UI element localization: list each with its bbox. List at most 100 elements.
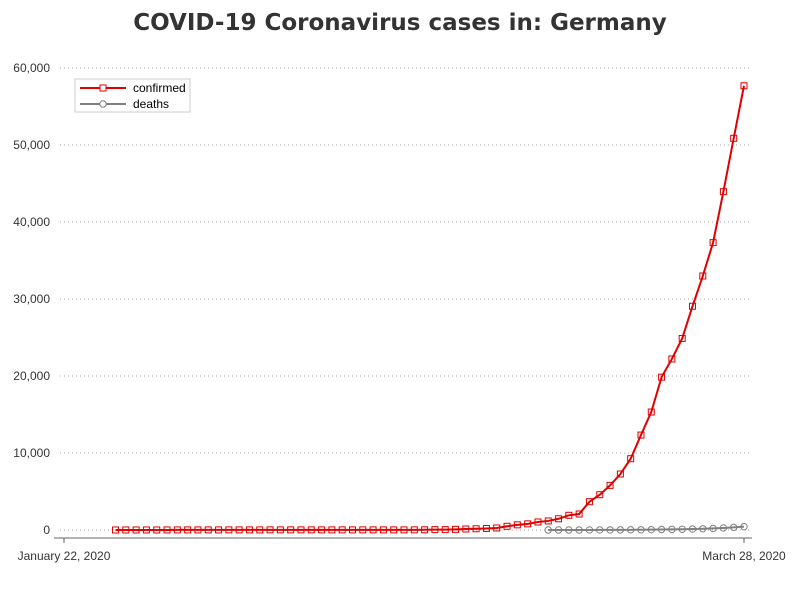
- data-point-confirmed: [348, 526, 356, 534]
- data-point-confirmed: [369, 526, 377, 534]
- x-tick-label: March 28, 2020: [702, 549, 786, 563]
- data-point-deaths: [647, 525, 655, 534]
- data-point-deaths: [554, 526, 563, 534]
- data-point-confirmed: [585, 498, 593, 506]
- series-line-confirmed: [115, 85, 745, 531]
- data-point-deaths: [565, 526, 573, 534]
- data-point-deaths: [657, 525, 666, 534]
- data-point-confirmed: [503, 522, 511, 530]
- data-point-confirmed: [719, 188, 727, 196]
- data-point-confirmed: [678, 334, 686, 342]
- data-point-deaths: [637, 526, 645, 534]
- data-point-deaths: [709, 524, 717, 533]
- data-point-confirmed: [142, 526, 150, 534]
- chart-title: COVID-19 Coronavirus cases in: Germany: [133, 10, 667, 36]
- data-point-confirmed: [276, 526, 284, 534]
- data-point-confirmed: [421, 526, 429, 534]
- data-point-confirmed: [318, 526, 326, 534]
- data-point-confirmed: [740, 82, 748, 90]
- data-point-confirmed: [482, 524, 490, 532]
- legend-box: [74, 78, 191, 113]
- y-tick-label: 20,000: [13, 369, 50, 383]
- data-point-confirmed: [699, 272, 707, 280]
- data-point-confirmed: [452, 525, 460, 533]
- data-point-confirmed: [163, 526, 171, 534]
- data-point-confirmed: [328, 526, 336, 534]
- data-point-deaths: [596, 526, 604, 534]
- data-point-confirmed: [616, 470, 624, 478]
- data-point-confirmed: [359, 526, 367, 534]
- legend-label-deaths: deaths: [133, 97, 169, 111]
- data-point-confirmed: [307, 526, 315, 534]
- data-point-confirmed: [524, 520, 532, 528]
- data-point-confirmed: [400, 526, 408, 534]
- data-point-confirmed: [390, 526, 398, 534]
- data-point-confirmed: [287, 526, 295, 534]
- data-point-deaths: [688, 525, 697, 533]
- data-point-deaths: [699, 525, 707, 533]
- series-line-deaths: [548, 525, 745, 531]
- data-point-deaths: [668, 525, 676, 534]
- data-point-confirmed: [637, 431, 645, 439]
- data-point-deaths: [729, 523, 738, 532]
- data-point-confirmed: [194, 526, 202, 534]
- legend-marker-confirmed: [99, 84, 107, 92]
- data-point-confirmed: [596, 491, 604, 499]
- y-tick-label: 10,000: [13, 446, 50, 460]
- data-point-confirmed: [441, 526, 449, 534]
- data-point-confirmed: [245, 526, 253, 534]
- data-point-confirmed: [534, 518, 542, 526]
- data-point-confirmed: [410, 526, 418, 534]
- data-point-confirmed: [730, 134, 738, 142]
- data-point-confirmed: [606, 481, 614, 489]
- data-point-confirmed: [565, 511, 573, 519]
- data-point-confirmed: [493, 524, 501, 532]
- data-point-confirmed: [668, 355, 676, 363]
- data-point-confirmed: [709, 239, 717, 247]
- y-tick-label: 40,000: [13, 215, 50, 229]
- data-point-confirmed: [647, 408, 655, 416]
- data-point-confirmed: [627, 455, 635, 463]
- data-point-deaths: [616, 526, 625, 534]
- data-point-confirmed: [688, 302, 696, 310]
- data-point-confirmed: [472, 525, 480, 533]
- y-tick-label: 60,000: [13, 61, 50, 75]
- data-point-deaths: [678, 525, 686, 533]
- data-point-confirmed: [225, 526, 233, 534]
- y-tick-label: 50,000: [13, 138, 50, 152]
- data-point-confirmed: [235, 526, 243, 534]
- data-point-confirmed: [338, 526, 346, 534]
- y-tick-label: 30,000: [13, 292, 50, 306]
- data-point-deaths: [740, 522, 748, 531]
- data-point-confirmed: [112, 526, 120, 534]
- data-point-confirmed: [297, 526, 305, 534]
- y-tick-label: 0: [43, 523, 50, 537]
- data-point-confirmed: [462, 525, 470, 533]
- data-point-deaths: [585, 526, 594, 534]
- legend-label-confirmed: confirmed: [133, 81, 186, 95]
- data-point-deaths: [544, 526, 552, 534]
- data-point-confirmed: [122, 526, 130, 534]
- x-tick-label: January 22, 2020: [18, 549, 111, 563]
- data-point-confirmed: [658, 373, 666, 381]
- data-point-confirmed: [204, 526, 212, 534]
- data-point-confirmed: [266, 526, 274, 534]
- legend-marker-deaths: [99, 100, 107, 108]
- data-point-confirmed: [215, 526, 223, 534]
- data-point-confirmed: [555, 515, 563, 523]
- data-point-confirmed: [184, 526, 192, 534]
- data-point-confirmed: [153, 526, 161, 534]
- data-point-confirmed: [173, 526, 181, 534]
- data-point-confirmed: [431, 526, 439, 534]
- data-point-confirmed: [513, 521, 521, 529]
- data-point-confirmed: [132, 526, 140, 534]
- data-point-confirmed: [256, 526, 264, 534]
- data-point-confirmed: [544, 517, 552, 525]
- data-point-confirmed: [575, 510, 583, 518]
- data-point-deaths: [606, 526, 614, 534]
- data-point-deaths: [575, 526, 583, 534]
- data-point-deaths: [626, 526, 635, 534]
- data-point-deaths: [719, 524, 728, 532]
